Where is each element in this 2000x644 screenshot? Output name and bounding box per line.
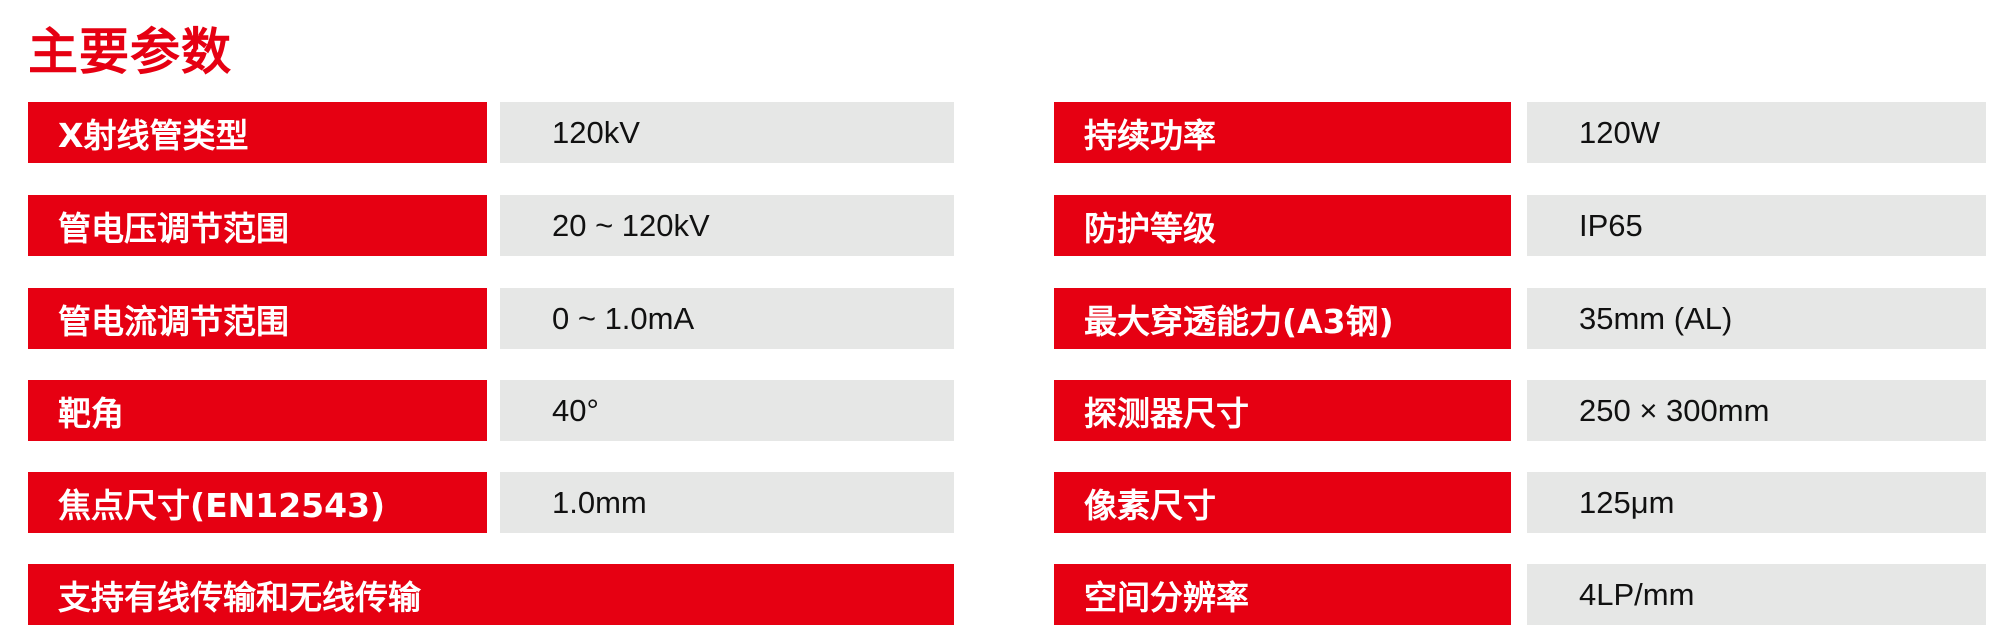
spec-value: 35mm (AL) [1527, 288, 1986, 349]
spec-value: IP65 [1527, 195, 1986, 256]
spec-label: 管电流调节范围 [28, 288, 487, 349]
spec-label: 防护等级 [1054, 195, 1511, 256]
page-title: 主要参数 [28, 23, 232, 81]
spec-value: 120W [1527, 102, 1986, 163]
spec-label: X射线管类型 [28, 102, 487, 163]
spec-value: 120kV [500, 102, 954, 163]
spec-value: 250 × 300mm [1527, 380, 1986, 441]
spec-label: 支持有线传输和无线传输 [28, 564, 954, 625]
spec-value: 20 ~ 120kV [500, 195, 954, 256]
spec-label: 像素尺寸 [1054, 472, 1511, 533]
spec-label: 持续功率 [1054, 102, 1511, 163]
spec-label: 空间分辨率 [1054, 564, 1511, 625]
spec-label: 最大穿透能力(A3钢) [1054, 288, 1511, 349]
spec-value: 0 ~ 1.0mA [500, 288, 954, 349]
spec-label: 探测器尺寸 [1054, 380, 1511, 441]
spec-value: 4LP/mm [1527, 564, 1986, 625]
spec-value: 1.0mm [500, 472, 954, 533]
spec-label: 焦点尺寸(EN12543) [28, 472, 487, 533]
spec-value: 40° [500, 380, 954, 441]
spec-label: 管电压调节范围 [28, 195, 487, 256]
spec-label: 靶角 [28, 380, 487, 441]
spec-value: 125μm [1527, 472, 1986, 533]
